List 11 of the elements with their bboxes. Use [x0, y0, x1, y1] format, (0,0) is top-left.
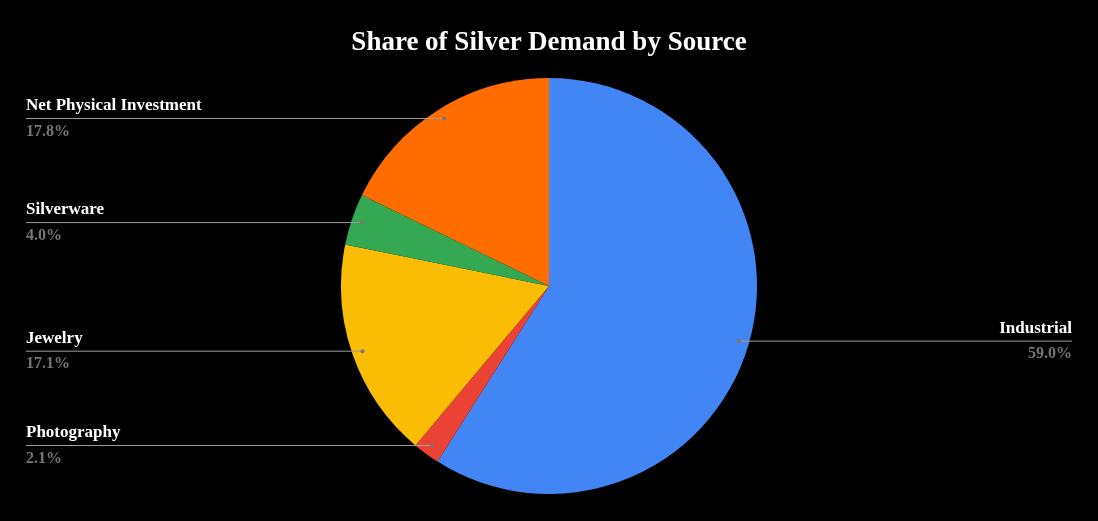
- slice-label: Photography: [26, 422, 121, 442]
- chart-title: Share of Silver Demand by Source: [351, 25, 747, 56]
- data-label: 17.8%: [26, 121, 70, 139]
- data-label: 4.0%: [26, 225, 62, 243]
- slice-label: Net Physical Investment: [26, 95, 202, 115]
- slice-label: Silverware: [26, 199, 105, 219]
- data-label: 2.1%: [26, 448, 62, 466]
- slice-label: Jewelry: [26, 328, 84, 348]
- slice-label: Industrial: [999, 318, 1073, 338]
- data-label: 17.1%: [26, 354, 70, 372]
- data-label: 59.0%: [1028, 344, 1072, 362]
